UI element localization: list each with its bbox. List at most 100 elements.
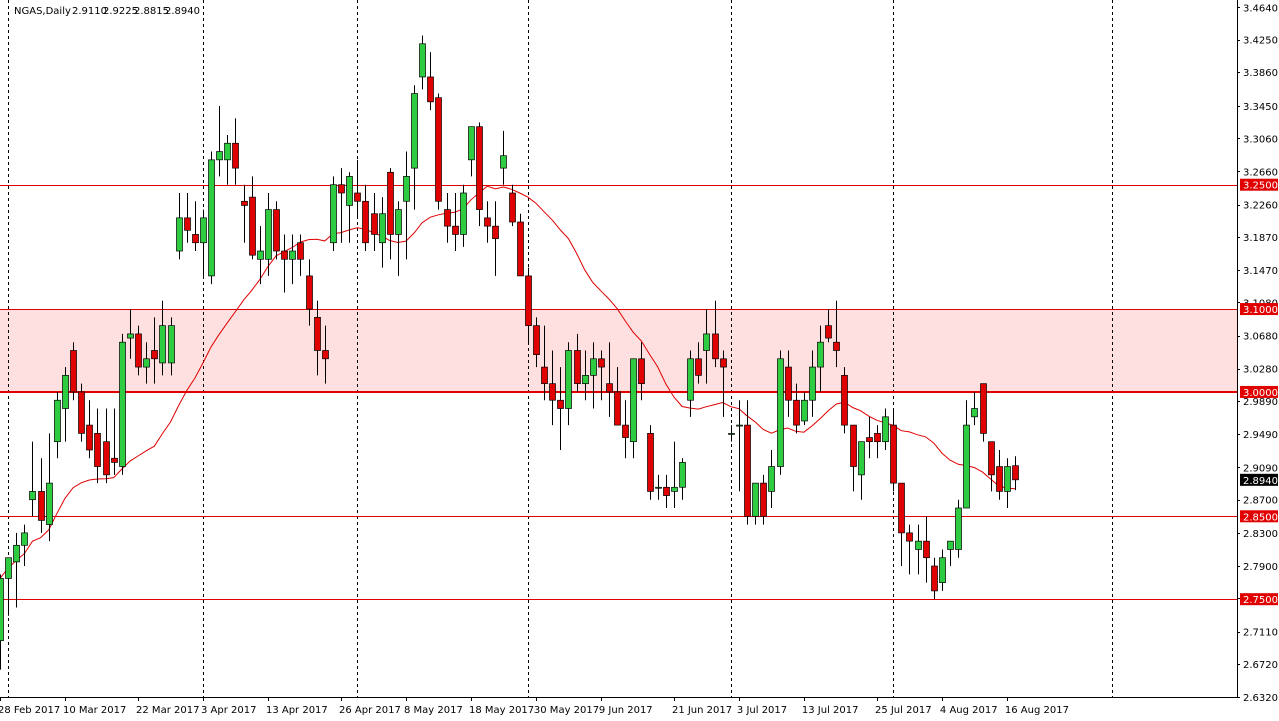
- bull-candle-body: [768, 466, 775, 492]
- candle: [939, 549, 946, 591]
- candle: [923, 516, 930, 583]
- candle: [517, 213, 524, 277]
- bear-candle-body: [825, 325, 832, 339]
- candle: [703, 309, 710, 384]
- bull-candle-body: [419, 43, 426, 78]
- bull-candle-body: [13, 544, 20, 563]
- bear-candle-body: [533, 325, 540, 355]
- y-tick-label: 3.3860: [1243, 68, 1278, 79]
- candle: [468, 126, 475, 177]
- candle: [21, 524, 28, 567]
- candle: [541, 325, 548, 401]
- bull-candle-body: [1004, 466, 1011, 492]
- candle: [663, 474, 670, 508]
- candle: [963, 400, 970, 509]
- candle: [606, 342, 613, 417]
- last-price-tag-bg: [1240, 473, 1278, 486]
- bull-candle-body: [679, 462, 686, 488]
- bull-candle-body: [460, 192, 467, 235]
- candle: [825, 309, 832, 343]
- bear-candle-body: [638, 358, 645, 385]
- level-tag-bg: [1240, 385, 1278, 398]
- candle: [549, 350, 556, 426]
- candle: [427, 52, 434, 111]
- candle: [119, 333, 126, 475]
- bull-candle-body: [54, 399, 61, 443]
- candle: [850, 424, 857, 492]
- candle: [841, 367, 848, 434]
- bear-candle-body: [151, 350, 158, 360]
- bear-candle-body: [435, 97, 442, 202]
- candle: [980, 383, 987, 442]
- candle: [232, 118, 239, 185]
- candle: [679, 458, 686, 500]
- candle: [403, 151, 410, 260]
- candle: [362, 184, 369, 252]
- bear-candle-body: [86, 424, 93, 451]
- candle: [817, 325, 824, 392]
- bull-candle-body: [882, 416, 889, 443]
- level-tag-label: 3.0000: [1243, 388, 1278, 399]
- bear-candle-body: [509, 192, 516, 223]
- bull-candle-body: [728, 433, 735, 435]
- x-tick-label: 28 Feb 2017: [0, 705, 60, 716]
- y-tick-label: 2.9490: [1243, 430, 1278, 441]
- candle: [5, 557, 12, 616]
- candle: [379, 197, 386, 268]
- bear-candle-body: [94, 433, 101, 467]
- bull-candle-body: [127, 333, 134, 339]
- candle: [54, 391, 61, 459]
- bear-candle-body: [606, 383, 613, 393]
- candle: [476, 122, 483, 227]
- candle: [29, 441, 36, 517]
- bull-candle-body: [915, 540, 922, 550]
- bull-candle-body: [200, 217, 207, 244]
- bull-candle-body: [29, 491, 36, 501]
- horizontal-levels[interactable]: [0, 185, 1237, 600]
- x-tick-label: 13 Apr 2017: [266, 705, 328, 716]
- bear-candle-body: [833, 341, 840, 351]
- candle: [94, 408, 101, 484]
- header-high: 2.9225: [103, 6, 138, 17]
- bull-candle-body: [265, 209, 272, 260]
- candle: [354, 159, 361, 218]
- level-tag-label: 3.1000: [1243, 305, 1278, 316]
- x-tick-label: 25 Jul 2017: [875, 705, 932, 716]
- bear-candle-body: [598, 358, 605, 368]
- candle: [882, 408, 889, 450]
- candle: [460, 184, 467, 247]
- bear-candle-body: [371, 213, 378, 235]
- bear-candle-body: [38, 491, 45, 521]
- candle: [630, 358, 637, 459]
- candle: [484, 201, 491, 243]
- bear-candle-body: [663, 486, 670, 496]
- bull-candle-body: [176, 217, 183, 252]
- candle: [785, 350, 792, 417]
- candle: [736, 400, 743, 492]
- period-separators: [0, 0, 1238, 698]
- candle: [444, 193, 451, 243]
- candle: [151, 317, 158, 384]
- bull-candle-body: [736, 424, 743, 427]
- bull-candle-body: [971, 408, 978, 418]
- y-tick-label: 3.1870: [1243, 233, 1278, 244]
- bear-candle-body: [103, 441, 110, 476]
- candle: [801, 391, 808, 426]
- level-tag-label: 3.2500: [1243, 181, 1278, 192]
- x-tick-label: 18 May 2017: [469, 705, 534, 716]
- candle: [695, 342, 702, 384]
- y-tick-label: 3.4640: [1243, 3, 1278, 14]
- candle: [111, 408, 118, 475]
- bear-candle-body: [192, 234, 199, 244]
- candle: [13, 532, 20, 608]
- x-tick-label: 3 Apr 2017: [201, 705, 256, 716]
- y-tick-label: 3.2260: [1243, 201, 1278, 212]
- candle: [1004, 458, 1011, 508]
- x-tick-label: 26 Apr 2017: [339, 705, 401, 716]
- candle: [281, 234, 288, 293]
- candle: [728, 425, 735, 442]
- candle: [492, 201, 499, 276]
- bear-candle-body: [249, 196, 256, 256]
- bear-candle-body: [78, 391, 85, 434]
